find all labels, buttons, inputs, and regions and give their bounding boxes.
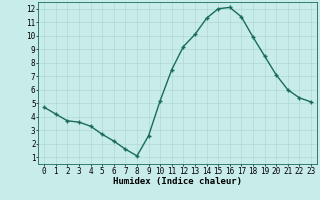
X-axis label: Humidex (Indice chaleur): Humidex (Indice chaleur) (113, 177, 242, 186)
